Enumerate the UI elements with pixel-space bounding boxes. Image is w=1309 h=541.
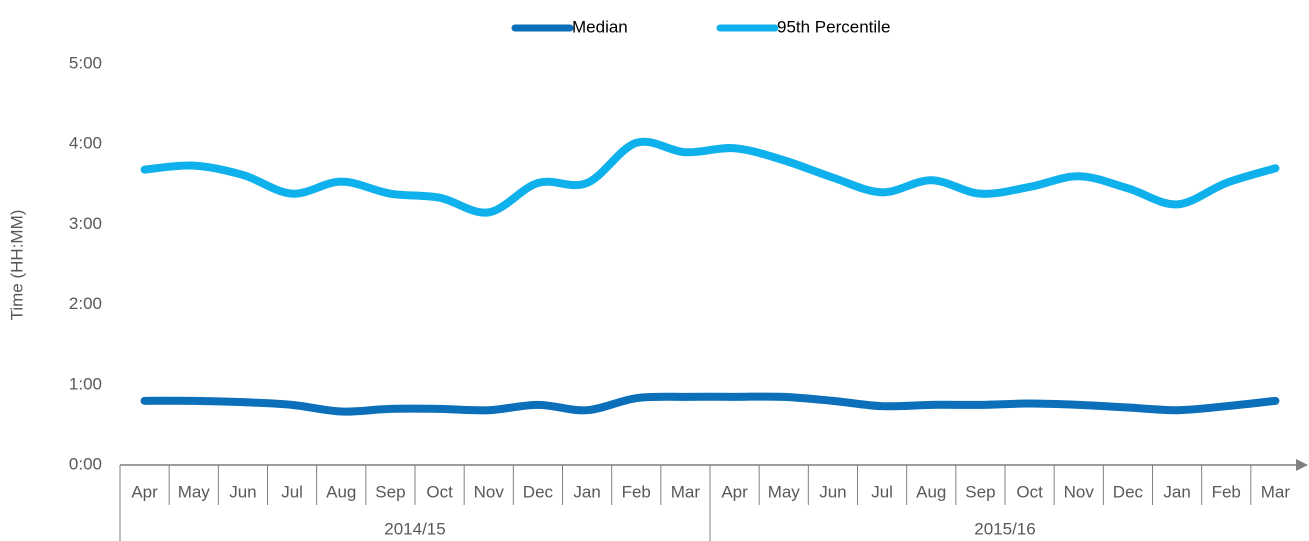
x-tick-label: Nov xyxy=(1064,482,1095,501)
x-tick-label: Nov xyxy=(474,482,505,501)
y-tick-label: 4:00 xyxy=(69,134,102,153)
x-tick-label: Jun xyxy=(819,482,846,501)
legend-label: Median xyxy=(572,17,628,36)
y-tick-label: 0:00 xyxy=(69,454,102,473)
x-tick-label: Apr xyxy=(721,482,748,501)
x-tick-label: Sep xyxy=(965,482,995,501)
group-label: 2015/16 xyxy=(974,519,1035,538)
x-tick-label: Mar xyxy=(1261,482,1291,501)
x-tick-label: May xyxy=(178,482,211,501)
axis-arrow xyxy=(1296,459,1308,471)
y-tick-label: 1:00 xyxy=(69,374,102,393)
x-tick-label: Jul xyxy=(871,482,893,501)
x-tick-label: Dec xyxy=(523,482,554,501)
series-line xyxy=(140,137,1280,217)
x-tick-label: Jul xyxy=(281,482,303,501)
x-tick-label: Oct xyxy=(426,482,453,501)
x-tick-label: Dec xyxy=(1113,482,1144,501)
x-tick-label: May xyxy=(768,482,801,501)
y-tick-label: 2:00 xyxy=(69,294,102,313)
series-line xyxy=(140,392,1280,416)
y-tick-label: 5:00 xyxy=(69,53,102,72)
x-tick-label: Sep xyxy=(375,482,405,501)
legend-label: 95th Percentile xyxy=(777,17,890,36)
x-tick-label: Jan xyxy=(573,482,600,501)
y-tick-label: 3:00 xyxy=(69,214,102,233)
x-tick-label: Jan xyxy=(1163,482,1190,501)
group-label: 2014/15 xyxy=(384,519,445,538)
x-tick-label: Feb xyxy=(1212,482,1241,501)
y-axis-label: Time (HH:MM) xyxy=(7,210,26,321)
x-tick-label: Oct xyxy=(1016,482,1043,501)
x-tick-label: Mar xyxy=(671,482,701,501)
x-tick-label: Aug xyxy=(326,482,356,501)
x-tick-label: Aug xyxy=(916,482,946,501)
x-tick-label: Feb xyxy=(622,482,651,501)
x-tick-label: Apr xyxy=(131,482,158,501)
x-tick-label: Jun xyxy=(229,482,256,501)
